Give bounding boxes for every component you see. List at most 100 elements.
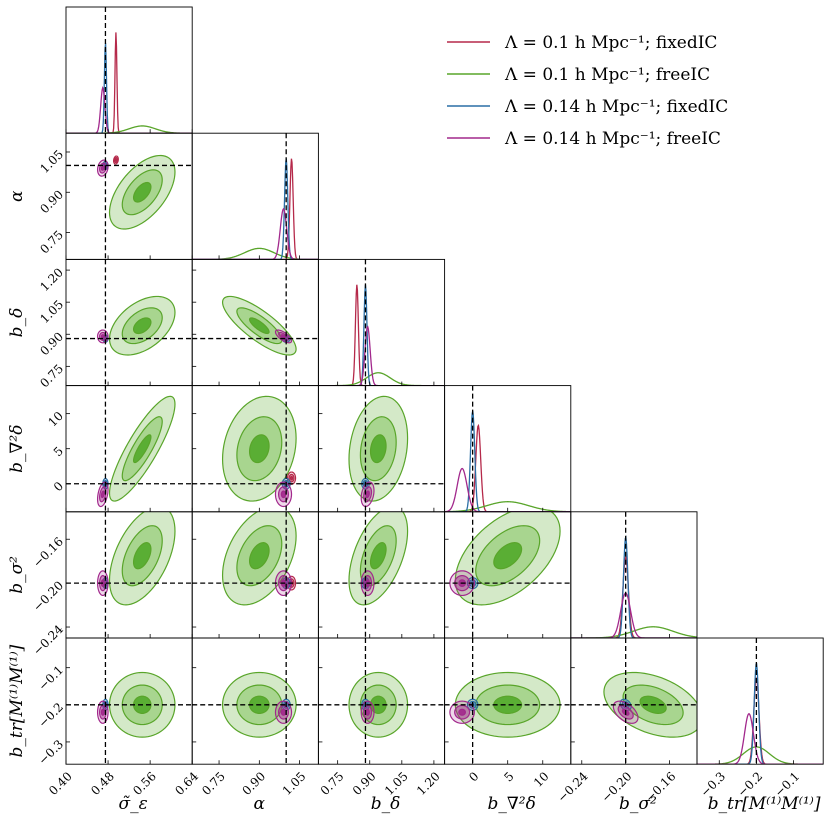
contour-b_lap-alpha-series-3-level-2 <box>280 490 287 499</box>
marginal-alpha-series-0 <box>192 158 319 260</box>
contour-b_lap-alpha-series-0-level-2 <box>289 475 294 481</box>
y-axis-label-b_lap: b_∇²δ <box>7 425 27 473</box>
marginal-sigma_eps-series-2 <box>66 43 193 134</box>
contour-b_delta-alpha-series-1-level-2 <box>248 317 270 335</box>
contour-b_tr-b_lap-series-3-level-2 <box>458 708 466 716</box>
contour-b_lap-alpha-series-1-level-2 <box>248 434 270 464</box>
y-tick-label-b_s2: −0.16 <box>30 534 66 570</box>
x-tick-label-b_lap: 10 <box>531 769 552 790</box>
panel-b_s2-vs-b_delta <box>317 511 446 639</box>
panel-b_delta-vs-sigma_eps: 0.75 0.90 1.05 1.20 <box>37 258 193 391</box>
x-tick-label-b_delta: 1.20 <box>414 769 443 798</box>
contour-alpha-sigma_eps-series-0-level-2 <box>114 158 118 162</box>
panel-b_delta-vs-alpha <box>191 258 319 387</box>
legend-label-0: Λ = 0.1 h Mpc⁻¹; fixedIC <box>504 33 717 53</box>
x-tick-label-b_lap: 0 <box>466 769 481 784</box>
marginal-b_s2-series-0 <box>570 556 697 638</box>
contour-b_s2-b_lap-series-1-level-2 <box>493 542 523 570</box>
contour-b_s2-b_delta-series-1-level-2 <box>369 542 387 570</box>
marginal-sigma_eps-series-3 <box>66 86 193 134</box>
panel-b_lap-vs-b_lap <box>444 385 572 513</box>
panel-b_s2-vs-b_lap <box>444 511 572 639</box>
marginal-b_lap-series-2 <box>444 410 571 512</box>
legend-label-2: Λ = 0.14 h Mpc⁻¹; fixedIC <box>504 97 728 117</box>
y-axis-label-b_delta: b_δ <box>7 308 27 338</box>
x-tick-label-sigma_eps: 0.40 <box>46 769 75 798</box>
panel-b_tr-vs-sigma_eps: 0.40 0.48 0.56 0.64−0.3−0.2−0.1 <box>36 637 201 798</box>
panel-frame <box>317 258 446 387</box>
panel-b_lap-vs-alpha <box>191 385 319 513</box>
panel-b_s2-vs-alpha <box>191 511 319 639</box>
marginal-b_tr-series-2 <box>697 663 824 765</box>
x-axis-label-b_delta: b_δ <box>371 794 401 814</box>
y-tick-label-alpha: 1.05 <box>37 147 66 176</box>
contour-b_tr-alpha-series-3-level-2 <box>280 708 287 716</box>
panel-b_tr-vs-b_delta: 0.75 0.90 1.05 1.20 <box>318 637 446 798</box>
panel-alpha-vs-sigma_eps: 0.75 0.90 1.05 <box>37 132 193 260</box>
marginal-b_tr-series-3 <box>697 713 824 765</box>
marginal-b_lap-series-3 <box>444 467 571 512</box>
x-tick-label-b_s2: −0.24 <box>555 769 591 805</box>
marginal-b_delta-series-0 <box>318 284 445 386</box>
x-axis-label-b_s2: b_σ² <box>619 794 657 814</box>
panel-b_delta-vs-b_delta <box>317 258 446 387</box>
marginal-b_delta-series-2 <box>318 284 445 386</box>
y-tick-label-b_tr: −0.3 <box>36 737 67 768</box>
marginal-alpha-series-3 <box>192 207 319 260</box>
contour-b_delta-sigma_eps-series-3-level-2 <box>100 334 105 339</box>
y-tick-label-b_delta: 0.75 <box>37 362 66 391</box>
panels: 0.750.901.050.750.901.051.200510−0.24−0.… <box>7 6 824 814</box>
legend-label-1: Λ = 0.1 h Mpc⁻¹; freeIC <box>504 65 710 85</box>
panel-frame <box>444 385 572 513</box>
marginal-sigma_eps-series-0 <box>66 32 193 134</box>
y-tick-label-b_delta: 0.90 <box>37 329 66 358</box>
contour-b_lap-sigma_eps-series-1-level-2 <box>132 434 152 464</box>
y-tick-label-b_lap: 5 <box>51 444 66 459</box>
y-tick-label-b_s2: −0.20 <box>30 578 66 614</box>
marginal-b_lap-series-1 <box>444 501 571 512</box>
marginal-sigma_eps-series-1 <box>66 125 193 134</box>
x-axis-label-b_tr: b_tr[M⁽¹⁾M⁽¹⁾] <box>708 794 821 814</box>
contour-b_lap-b_delta-series-1-level-2 <box>369 434 387 464</box>
contour-b_s2-sigma_eps-series-1-level-2 <box>132 542 152 570</box>
panel-b_tr-vs-b_s2: −0.24 −0.20 −0.16 <box>555 637 698 805</box>
x-tick-label-b_lap: 5 <box>501 769 516 784</box>
x-axis-label-alpha: α <box>254 794 266 814</box>
panel-b_tr-vs-b_tr: −0.3 −0.2 −0.1 <box>696 637 824 800</box>
y-axis-label-b_tr: b_tr[M⁽¹⁾M⁽¹⁾] <box>7 644 27 757</box>
x-tick-label-alpha: 0.75 <box>199 769 228 798</box>
panel-b_lap-vs-sigma_eps: 0 5 10 <box>45 385 193 513</box>
panel-alpha-vs-alpha <box>191 132 319 260</box>
y-tick-label-b_tr: −0.1 <box>36 663 67 694</box>
legend: Λ = 0.1 h Mpc⁻¹; fixedIC Λ = 0.1 h Mpc⁻¹;… <box>447 33 728 149</box>
y-tick-label-b_lap: 0 <box>51 479 66 494</box>
contour-alpha-sigma_eps-series-1-level-2 <box>132 181 152 203</box>
y-axis-label-b_s2: b_σ² <box>7 556 27 594</box>
legend-label-3: Λ = 0.14 h Mpc⁻¹; freeIC <box>504 129 721 149</box>
x-tick-label-b_delta: 0.75 <box>318 769 347 798</box>
y-tick-label-alpha: 0.75 <box>37 228 66 257</box>
panel-frame <box>570 511 698 639</box>
x-axis-label-sigma_eps: σ̃_ε <box>118 794 147 814</box>
panel-b_tr-vs-b_lap: 0 5 10 <box>444 637 572 790</box>
contour-b_delta-sigma_eps-series-1-level-2 <box>132 317 152 335</box>
x-tick-label-sigma_eps: 0.64 <box>172 769 201 798</box>
marginal-b_tr-series-0 <box>697 677 824 765</box>
y-tick-label-b_s2: −0.24 <box>30 622 66 658</box>
contour-b_s2-alpha-series-1-level-2 <box>248 542 270 570</box>
y-tick-label-alpha: 0.90 <box>37 187 66 216</box>
y-axis-label-alpha: α <box>7 190 27 202</box>
contour-alpha-sigma_eps-series-3-level-2 <box>100 165 105 171</box>
y-tick-label-b_delta: 1.20 <box>37 265 66 294</box>
contour-b_lap-sigma_eps-series-3-level-2 <box>100 490 105 499</box>
panel-frame <box>696 637 824 765</box>
contour-b_lap-b_delta-series-3-level-2 <box>365 490 370 499</box>
y-tick-label-b_tr: −0.2 <box>36 700 67 731</box>
x-tick-label-sigma_eps: 0.48 <box>88 769 117 798</box>
panel-sigma_eps-vs-sigma_eps <box>65 6 193 134</box>
panel-b_tr-vs-alpha: 0.75 0.90 1.05 <box>191 637 319 798</box>
contour-b_tr-sigma_eps-series-3-level-2 <box>100 708 105 716</box>
panel-b_lap-vs-b_delta <box>317 385 446 513</box>
marginal-b_s2-series-2 <box>570 535 697 638</box>
y-tick-label-b_delta: 1.05 <box>37 297 66 326</box>
